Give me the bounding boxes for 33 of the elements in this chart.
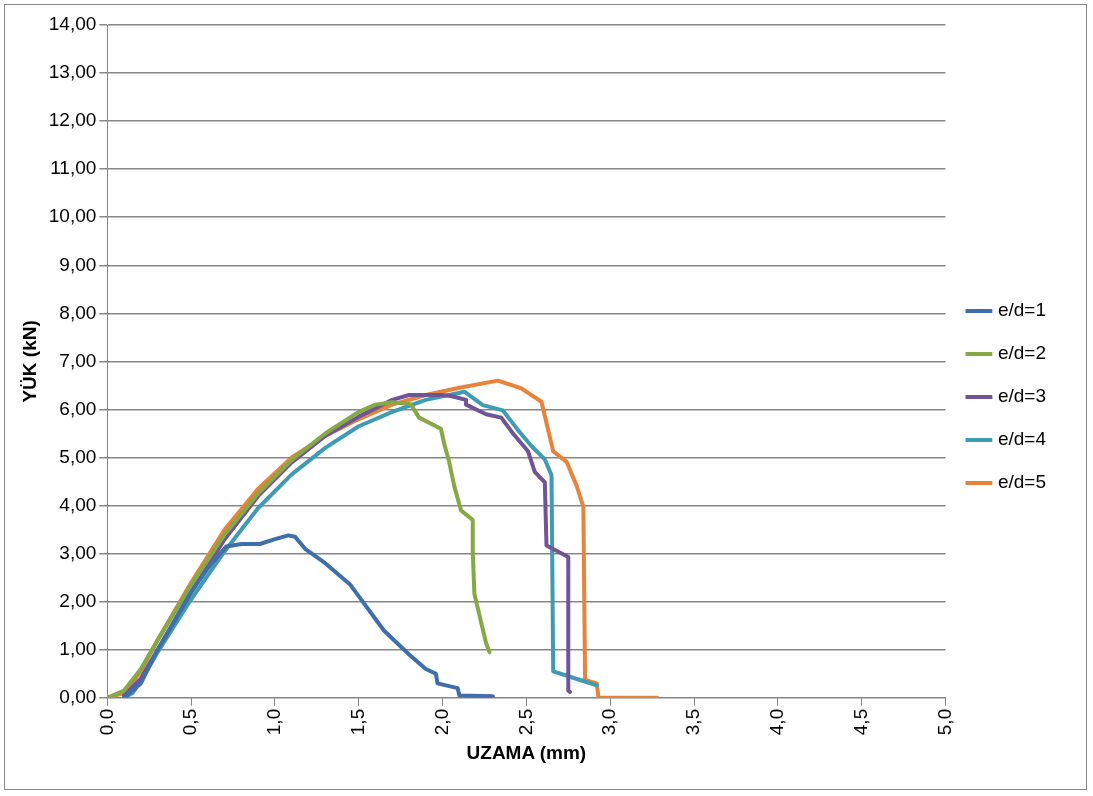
y-tick-label: 10,00 [48,205,97,227]
x-tick-label: 1,0 [263,708,285,736]
x-tick-label: 3,5 [682,708,704,736]
y-tick-label: 11,00 [50,157,97,179]
y-tick-label: 14,00 [48,13,97,35]
y-tick-label: 7,00 [59,349,97,371]
x-tick-label: 5,0 [933,708,955,736]
y-tick-label: 13,00 [48,61,97,83]
y-tick-label: 5,00 [59,445,97,467]
y-tick-label: 2,00 [59,589,97,611]
legend-label: e/d=5 [997,471,1046,493]
x-tick-label: 2,5 [514,708,536,736]
y-axis-title: YÜK (kN) [18,320,40,403]
y-tick-label: 6,00 [59,397,97,419]
y-tick-label: 4,00 [59,493,97,515]
legend-label: e/d=2 [997,342,1046,364]
y-tick-label: 0,00 [59,686,97,708]
y-tick-label: 1,00 [59,637,97,659]
x-tick-label: 4,5 [849,708,871,736]
y-tick-label: 12,00 [48,109,97,131]
x-axis-title: UZAMA (mm) [466,741,587,763]
y-tick-label: 8,00 [59,301,97,323]
legend-label: e/d=3 [997,385,1046,407]
x-tick-label: 4,0 [766,708,788,736]
legend-label: e/d=1 [997,299,1046,321]
x-tick-label: 0,5 [179,708,201,736]
x-tick-label: 0,0 [95,708,117,736]
y-tick-label: 3,00 [59,541,97,563]
x-tick-label: 2,0 [430,708,452,736]
x-tick-label: 1,5 [347,708,368,736]
legend-label: e/d=4 [997,428,1047,450]
y-tick-label: 9,00 [59,253,97,275]
x-tick-label: 3,0 [598,708,620,736]
